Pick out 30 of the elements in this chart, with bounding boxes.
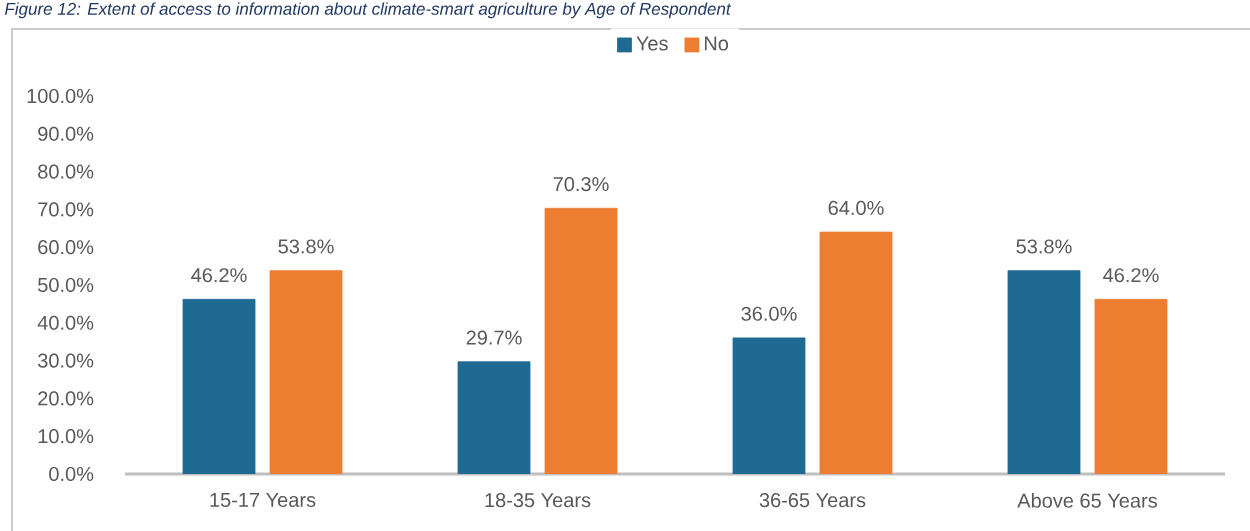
bar — [544, 207, 618, 474]
data-label: 64.0% — [828, 200, 884, 215]
bar — [1094, 298, 1168, 474]
data-label: 36.0% — [741, 306, 797, 321]
y-tick-label: 30.0% — [37, 353, 94, 368]
y-tick-label: 40.0% — [37, 315, 94, 330]
x-tick-label: Above 65 Years — [1017, 493, 1157, 508]
legend-label: Yes — [636, 36, 668, 51]
bar — [819, 231, 893, 474]
y-tick-label: 80.0% — [38, 164, 94, 179]
data-label: 46.2% — [1103, 268, 1159, 283]
data-label: 70.3% — [553, 177, 609, 192]
chart-title: Figure 12: Extent of access to information about climate-smart agriculture by Age of Respondent — [4, 2, 732, 19]
y-tick-label: 20.0% — [38, 391, 94, 406]
x-tick-label: 18-35 Years — [485, 493, 591, 508]
y-tick-label: 10.0% — [38, 429, 94, 444]
y-tick-label: 0.0% — [49, 466, 94, 482]
y-tick-label: 60.0% — [38, 240, 94, 255]
data-label: 46.2% — [191, 268, 247, 283]
bar — [269, 270, 343, 474]
data-label: 29.7% — [466, 330, 522, 345]
x-tick-label: 15-17 Years — [210, 493, 316, 507]
data-label: 53.8% — [1016, 239, 1072, 254]
y-tick-label: 90.0% — [38, 126, 94, 141]
y-tick-label: 70.0% — [38, 202, 94, 217]
x-tick-label: 36-65 Years — [759, 493, 866, 508]
legend-label: No — [704, 36, 729, 51]
data-label: 53.8% — [278, 239, 334, 254]
y-tick-label: 50.0% — [38, 277, 94, 293]
y-tick-label: 100.0% — [27, 88, 94, 104]
